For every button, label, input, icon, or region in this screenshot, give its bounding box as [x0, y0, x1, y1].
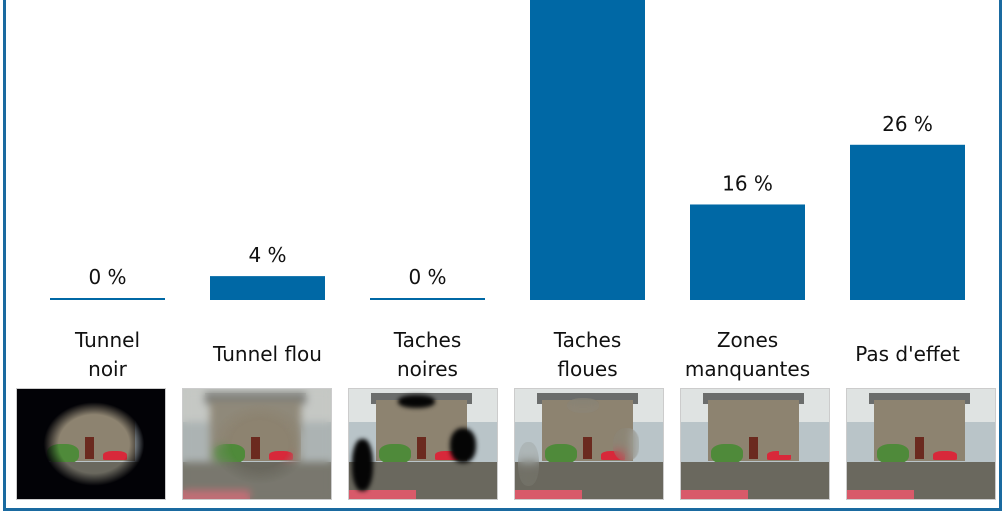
- bar-0: [50, 298, 165, 300]
- example-photo-4: [680, 388, 830, 500]
- category-label-line: Tunnel flou: [213, 342, 322, 366]
- category-label: Taches noires: [348, 326, 508, 384]
- category-label-line: Zones: [716, 328, 779, 352]
- category-label: Tunnel noir: [28, 326, 188, 384]
- value-label: 4 %: [248, 243, 286, 267]
- example-photo-3: [514, 388, 664, 500]
- value-label: 0 %: [408, 265, 446, 289]
- bar-2: [370, 298, 485, 300]
- category-label-line: floues: [557, 357, 618, 381]
- category-label-line: noir: [88, 357, 127, 381]
- bar-4: [690, 204, 805, 300]
- category-label: Tunnel flou: [188, 340, 348, 369]
- bar-1: [210, 276, 325, 300]
- category-label-line: Tunnel: [74, 328, 141, 352]
- chart-frame: [3, 0, 1002, 511]
- category-label-line: Pas d'effet: [855, 342, 960, 366]
- bar-3: [530, 0, 645, 301]
- bar-5: [850, 144, 965, 300]
- example-photo-5: [846, 388, 996, 500]
- value-label: 0 %: [88, 265, 126, 289]
- example-photo-2: [348, 388, 498, 500]
- example-photo-0: [16, 388, 166, 500]
- category-label-line: Taches: [393, 328, 462, 352]
- category-label: Zones manquantes: [668, 326, 828, 384]
- category-label-line: noires: [397, 357, 458, 381]
- value-label: 16 %: [722, 171, 773, 195]
- example-photo-1: [182, 388, 332, 500]
- category-label-line: manquantes: [684, 357, 811, 381]
- category-label-line: Taches: [553, 328, 622, 352]
- category-label: Taches floues: [508, 326, 668, 384]
- category-label: Pas d'effet: [828, 340, 988, 369]
- value-label: 26 %: [882, 112, 933, 136]
